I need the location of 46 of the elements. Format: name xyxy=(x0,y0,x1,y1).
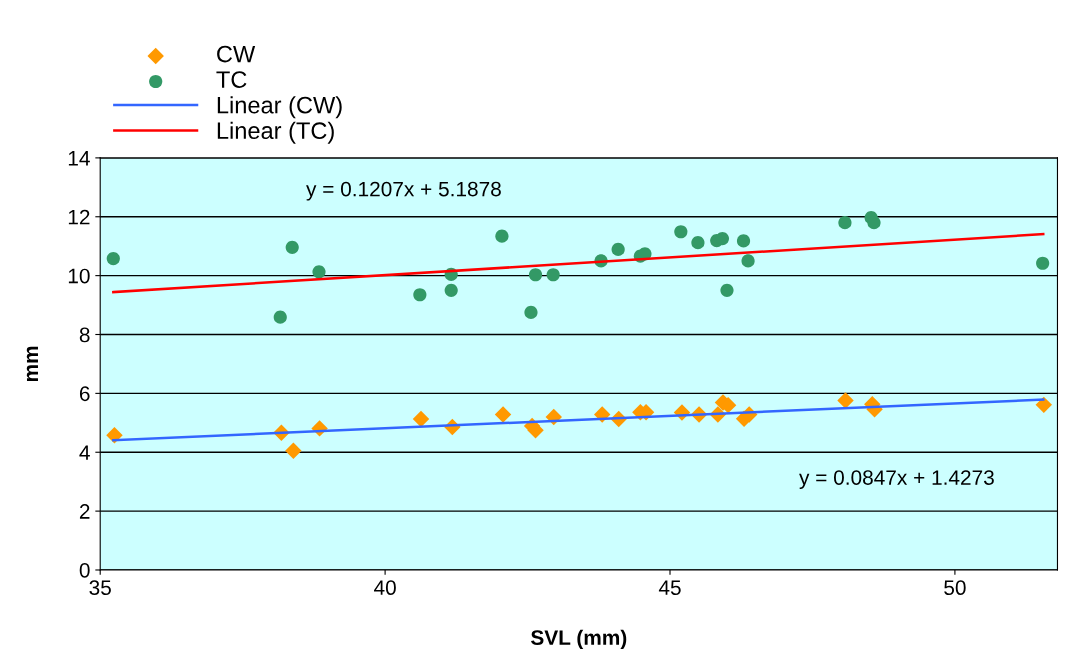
point xyxy=(736,234,751,248)
x-tick-label: 50 xyxy=(944,580,966,596)
point xyxy=(674,225,688,239)
y-tick-label: 6 xyxy=(79,386,90,402)
legend-label: Linear (CW) xyxy=(217,96,342,119)
point xyxy=(611,242,625,257)
y-tick-label: 2 xyxy=(79,504,90,519)
point xyxy=(838,216,852,230)
point xyxy=(720,283,734,297)
x-tick-label: 35 xyxy=(89,580,111,596)
y-tick-label: 14 xyxy=(68,151,90,166)
point xyxy=(524,305,538,320)
x-tick-label: 45 xyxy=(658,580,681,596)
point xyxy=(285,240,299,254)
y-axis-title: mm xyxy=(26,346,38,382)
y-tick-label: 12 xyxy=(68,209,90,225)
y-tick-label: 0 xyxy=(79,562,90,578)
x-tick-label: 40 xyxy=(374,580,396,596)
y-tick-label: 8 xyxy=(79,327,90,343)
point xyxy=(691,236,705,250)
point xyxy=(494,406,512,423)
legend-label: Linear (TC) xyxy=(217,121,334,144)
annotation: y = 0.0847x + 1.4273 xyxy=(799,470,994,490)
point xyxy=(413,288,427,302)
legend-label: CW xyxy=(217,45,256,63)
point xyxy=(312,265,326,279)
point xyxy=(412,410,430,428)
point xyxy=(106,251,120,266)
point xyxy=(1036,256,1050,270)
point xyxy=(1035,396,1053,414)
point xyxy=(546,268,560,282)
y-tick-label: 10 xyxy=(68,268,90,284)
point xyxy=(444,283,458,297)
point xyxy=(273,310,287,324)
point xyxy=(715,231,730,246)
y-tick-label: 4 xyxy=(79,445,90,460)
legend-label: TC xyxy=(216,71,247,88)
annotation: y = 0.1207x + 5.1878 xyxy=(306,181,501,201)
point xyxy=(867,216,881,230)
x-axis-title: SVL (mm) xyxy=(531,629,627,650)
point xyxy=(528,268,543,282)
point xyxy=(741,254,755,268)
point xyxy=(527,421,544,439)
point xyxy=(495,229,509,243)
point xyxy=(285,442,302,459)
point xyxy=(837,392,854,409)
